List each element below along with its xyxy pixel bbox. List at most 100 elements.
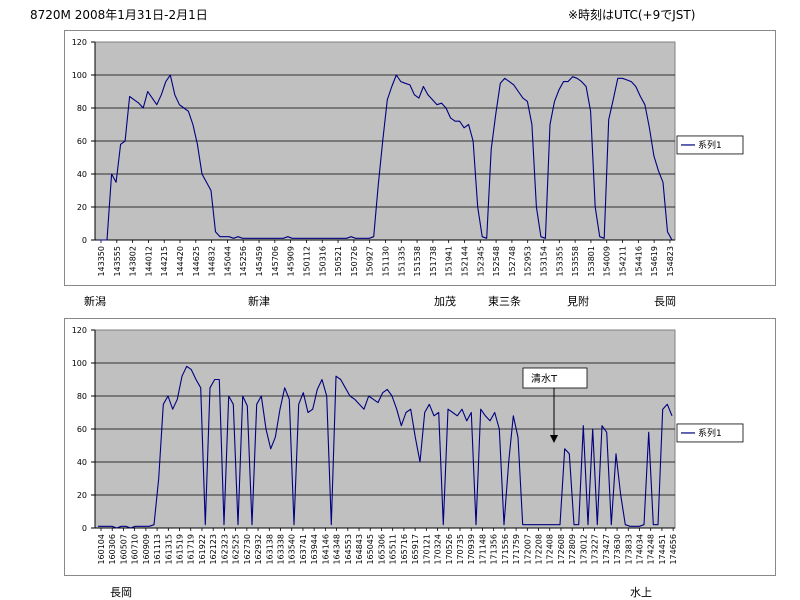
bottom-annotation-box bbox=[522, 367, 588, 389]
bottom-xtick-label-41: 172608 bbox=[557, 534, 566, 565]
top-series-line-0 bbox=[98, 74, 673, 241]
bottom-xtick-label-4: 160909 bbox=[142, 534, 151, 565]
bottom-xtick-label-5: 161113 bbox=[153, 534, 162, 565]
bottom-xtick-label-35: 171356 bbox=[490, 534, 499, 565]
top-xtick-label-28: 153154 bbox=[540, 246, 549, 277]
top-xtick-label-5: 144420 bbox=[176, 246, 185, 277]
top-xtick-label-30: 153558 bbox=[571, 246, 580, 277]
top-xtick-label-7: 144832 bbox=[208, 246, 217, 277]
top-ytick-label-1: 20 bbox=[77, 203, 87, 212]
top-xtick-label-6: 144625 bbox=[192, 246, 201, 277]
bottom-xtick-label-20: 164146 bbox=[321, 534, 330, 565]
station-label-top-4: 見附 bbox=[567, 295, 589, 308]
bottom-xtick-label-16: 163338 bbox=[276, 534, 285, 565]
bottom-xtick-label-30: 170324 bbox=[434, 534, 443, 565]
top-xtick-label-34: 154416 bbox=[634, 246, 643, 277]
bottom-xtick-label-22: 164553 bbox=[344, 534, 353, 565]
top-xtick-label-23: 152144 bbox=[460, 246, 469, 277]
top-xtick-label-3: 144012 bbox=[144, 246, 153, 277]
bottom-annotation-arrowhead bbox=[550, 435, 558, 443]
top-xtick-label-22: 151941 bbox=[445, 246, 454, 277]
top-xtick-label-27: 152953 bbox=[524, 246, 533, 277]
top-xtick-label-8: 145044 bbox=[223, 246, 232, 277]
bottom-xtick-label-36: 171556 bbox=[501, 534, 510, 565]
top-xtick-label-2: 143802 bbox=[129, 246, 138, 277]
bottom-xtick-label-44: 173227 bbox=[591, 534, 600, 565]
chart-bottom: 0 20 40 60 80 100 120 160104 160306 160507 160710 1… bbox=[64, 318, 776, 576]
station-label-bottom-0: 長岡 bbox=[110, 586, 132, 599]
bottom-xtick-label-31: 170526 bbox=[445, 534, 454, 565]
bottom-xtick-label-8: 161719 bbox=[187, 534, 196, 565]
bottom-xtick-label-45: 173427 bbox=[602, 534, 611, 565]
top-xtick-label-10: 145459 bbox=[255, 246, 264, 277]
top-xtick-label-16: 150726 bbox=[350, 246, 359, 277]
top-xtick-label-20: 151538 bbox=[413, 246, 422, 277]
top-xtick-label-17: 150927 bbox=[366, 246, 375, 277]
top-xtick-label-11: 145706 bbox=[271, 246, 280, 277]
bottom-ytick-label-6: 120 bbox=[72, 326, 87, 335]
top-xtick-label-25: 152548 bbox=[492, 246, 501, 277]
bottom-xtick-label-50: 174451 bbox=[658, 534, 667, 565]
station-label-top-5: 長岡 bbox=[654, 295, 676, 308]
bottom-xtick-label-26: 165511 bbox=[389, 534, 398, 565]
bottom-annotation-label: 清水T bbox=[531, 372, 558, 385]
top-ytick-label-6: 120 bbox=[72, 38, 87, 47]
bottom-ytick-label-1: 20 bbox=[77, 491, 87, 500]
top-xtick-label-29: 153355 bbox=[555, 246, 564, 277]
bottom-xtick-label-32: 170735 bbox=[456, 534, 465, 565]
station-label-top-0: 新潟 bbox=[84, 295, 106, 308]
bottom-xtick-label-2: 160507 bbox=[119, 534, 128, 565]
station-label-top-3: 東三条 bbox=[488, 295, 521, 308]
bottom-xtick-label-12: 162525 bbox=[232, 534, 241, 565]
bottom-xtick-label-3: 160710 bbox=[131, 534, 140, 565]
bottom-xtick-label-19: 163944 bbox=[310, 534, 319, 565]
bottom-xtick-label-38: 172007 bbox=[523, 534, 532, 565]
bottom-xtick-label-46: 173630 bbox=[613, 534, 622, 565]
top-ytick-label-4: 80 bbox=[77, 104, 87, 113]
bottom-xtick-label-28: 165917 bbox=[411, 534, 420, 565]
station-label-bottom-1: 水上 bbox=[630, 586, 652, 599]
top-xtick-label-0: 143350 bbox=[97, 246, 106, 277]
station-label-top-1: 新津 bbox=[248, 295, 270, 308]
top-xtick-label-9: 145256 bbox=[239, 246, 248, 277]
bottom-xtick-label-0: 160104 bbox=[97, 534, 106, 565]
bottom-series-line-0 bbox=[98, 365, 673, 529]
top-xtick-label-15: 150521 bbox=[334, 246, 343, 277]
bottom-xtick-label-7: 161519 bbox=[176, 534, 185, 565]
bottom-legend-box bbox=[676, 423, 744, 443]
bottom-xtick-label-6: 161315 bbox=[164, 534, 173, 565]
top-xtick-label-36: 154823 bbox=[666, 246, 675, 277]
top-xtick-label-19: 151335 bbox=[397, 246, 406, 277]
top-xtick-label-32: 154009 bbox=[603, 246, 612, 277]
bottom-xtick-label-27: 165716 bbox=[400, 534, 409, 565]
bottom-xtick-label-13: 162730 bbox=[243, 534, 252, 565]
bottom-xtick-label-34: 171148 bbox=[478, 534, 487, 565]
bottom-xtick-label-14: 162932 bbox=[254, 534, 263, 565]
bottom-xtick-label-33: 170939 bbox=[467, 534, 476, 565]
bottom-xtick-label-15: 163138 bbox=[265, 534, 274, 565]
bottom-xtick-label-9: 161922 bbox=[198, 534, 207, 565]
bottom-xtick-label-11: 162323 bbox=[220, 534, 229, 565]
top-xtick-label-13: 150112 bbox=[302, 246, 311, 277]
top-ytick-label-3: 60 bbox=[77, 137, 87, 146]
bottom-xtick-label-48: 174034 bbox=[635, 534, 644, 565]
top-xtick-label-26: 152748 bbox=[508, 246, 517, 277]
bottom-xtick-label-1: 160306 bbox=[108, 534, 117, 565]
bottom-xtick-label-49: 174248 bbox=[647, 534, 656, 565]
top-xtick-label-35: 154619 bbox=[650, 246, 659, 277]
station-label-top-2: 加茂 bbox=[434, 295, 456, 308]
bottom-xtick-label-47: 173833 bbox=[624, 534, 633, 565]
bottom-ytick-label-2: 40 bbox=[77, 458, 87, 467]
bottom-ytick-label-0: 0 bbox=[82, 524, 87, 533]
top-legend-label: 系列1 bbox=[698, 139, 722, 151]
bottom-ytick-label-5: 100 bbox=[72, 359, 87, 368]
top-xtick-label-18: 151130 bbox=[381, 246, 390, 277]
bottom-xtick-label-29: 170121 bbox=[422, 534, 431, 565]
bottom-xtick-label-39: 172208 bbox=[535, 534, 544, 565]
top-xtick-label-21: 151738 bbox=[429, 246, 438, 277]
top-xtick-label-33: 154211 bbox=[619, 246, 628, 277]
bottom-xtick-label-37: 171759 bbox=[512, 534, 521, 565]
top-xtick-label-31: 153801 bbox=[587, 246, 596, 277]
top-ytick-label-5: 100 bbox=[72, 71, 87, 80]
